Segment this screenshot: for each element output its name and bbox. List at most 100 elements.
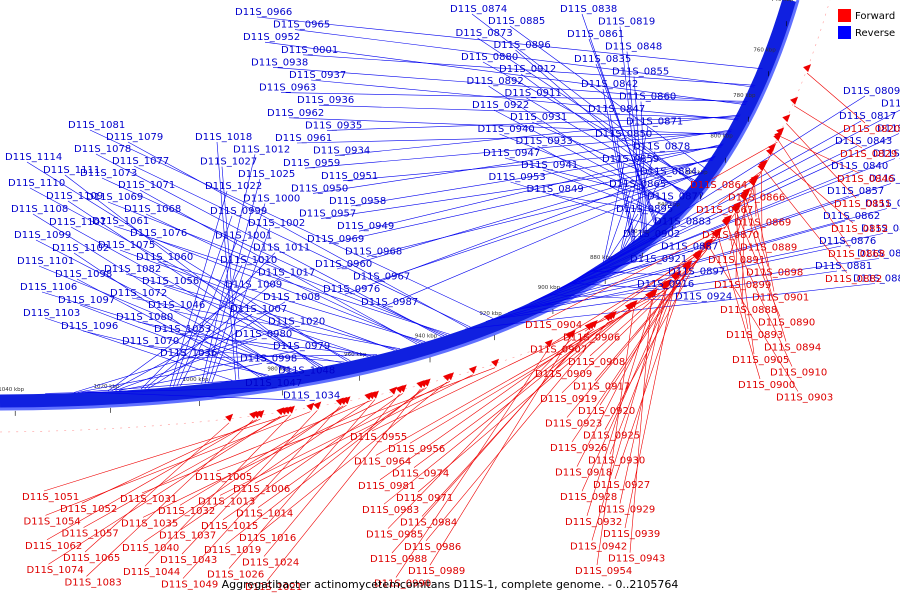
reverse-gene-label[interactable]: D11S_0951 bbox=[321, 171, 378, 182]
reverse-gene-label[interactable]: D11S_1060 bbox=[136, 252, 193, 263]
reverse-gene-label[interactable]: D11S_0967 bbox=[353, 272, 410, 283]
reverse-gene-label[interactable]: D11S_1110 bbox=[8, 178, 65, 189]
reverse-gene-label[interactable]: D11S_0965 bbox=[273, 20, 330, 31]
forward-gene-label[interactable]: D11S_1014 bbox=[236, 509, 293, 520]
reverse-gene-label[interactable]: D11S_1097 bbox=[58, 295, 115, 306]
reverse-gene-label[interactable]: D11S_0835 bbox=[574, 54, 631, 65]
reverse-gene-label[interactable]: D11S_0887 bbox=[661, 242, 718, 253]
reverse-gene-label[interactable]: D11S_0911 bbox=[505, 88, 562, 99]
forward-gene-arrow[interactable] bbox=[711, 230, 720, 239]
forward-gene-arrow[interactable] bbox=[422, 378, 431, 387]
reverse-gene-label[interactable]: D11S_1077 bbox=[112, 156, 169, 167]
reverse-gene-label[interactable]: D11S_1081 bbox=[68, 120, 125, 131]
reverse-gene-label[interactable]: D11S_1048 bbox=[278, 366, 335, 377]
reverse-gene-label[interactable]: D11S_0878 bbox=[633, 142, 690, 153]
forward-gene-arrow[interactable] bbox=[748, 178, 757, 187]
forward-gene-label[interactable]: D11S_1016 bbox=[239, 533, 296, 544]
forward-gene-label[interactable]: D11S_1031 bbox=[120, 494, 177, 505]
forward-gene-label[interactable]: D11S_0846 bbox=[837, 174, 894, 185]
reverse-gene-label[interactable]: D11S_1109 bbox=[46, 191, 103, 202]
reverse-gene-label[interactable]: D11S_0817 bbox=[839, 111, 896, 122]
reverse-gene-label[interactable]: D11S_0809 bbox=[843, 86, 900, 97]
reverse-gene-label[interactable]: D11S_0847 bbox=[588, 104, 645, 115]
forward-gene-label[interactable]: D11S_0898 bbox=[746, 268, 803, 279]
forward-gene-arrow[interactable] bbox=[681, 262, 690, 271]
forward-gene-label[interactable]: D11S_0929 bbox=[598, 505, 655, 516]
reverse-gene-label[interactable]: D11S_0916 bbox=[637, 279, 694, 290]
forward-gene-label[interactable]: D11S_0926 bbox=[550, 443, 607, 454]
reverse-gene-label[interactable]: D11S_0902 bbox=[623, 229, 680, 240]
reverse-gene-label[interactable]: D11S_1025 bbox=[238, 169, 295, 180]
reverse-gene-label[interactable]: D11S_0922 bbox=[472, 100, 529, 111]
reverse-gene-label[interactable]: D11S_1079 bbox=[106, 132, 163, 143]
reverse-gene-label[interactable]: D11S_1082 bbox=[104, 264, 161, 275]
forward-gene-arrow[interactable] bbox=[364, 391, 373, 400]
forward-gene-label[interactable]: D11S_0904 bbox=[525, 320, 582, 331]
reverse-gene-label[interactable]: D11S_0979 bbox=[273, 341, 330, 352]
forward-gene-arrow[interactable] bbox=[603, 313, 612, 322]
forward-gene-label[interactable]: D11S_1019 bbox=[204, 545, 261, 556]
reverse-gene-label[interactable]: D11S_0998 bbox=[240, 353, 297, 364]
reverse-gene-label[interactable]: D11S_1034 bbox=[283, 390, 340, 401]
reverse-gene-label[interactable]: D11S_1071 bbox=[118, 180, 175, 191]
forward-gene-label[interactable]: D11S_0829 bbox=[840, 149, 897, 160]
forward-gene-label[interactable]: D11S_1032 bbox=[158, 506, 215, 517]
reverse-gene-label[interactable]: D11S_1106 bbox=[20, 282, 77, 293]
forward-gene-label[interactable]: D11S_0870 bbox=[702, 230, 759, 241]
reverse-gene-label[interactable]: D11S_0952 bbox=[243, 32, 300, 43]
reverse-gene-label[interactable]: D11S_1036 bbox=[160, 348, 217, 359]
reverse-gene-label[interactable]: D11S_0959 bbox=[283, 158, 340, 169]
reverse-gene-label[interactable]: D11S_1012 bbox=[233, 144, 290, 155]
reverse-gene-label[interactable]: D11S_1061 bbox=[92, 216, 149, 227]
forward-gene-label[interactable]: D11S_1065 bbox=[63, 553, 120, 564]
forward-gene-label[interactable]: D11S_0955 bbox=[350, 432, 407, 443]
reverse-gene-label[interactable]: D11S_0001 bbox=[281, 45, 338, 56]
forward-gene-arrow[interactable] bbox=[739, 192, 748, 201]
forward-gene-label[interactable]: D11S_0919 bbox=[540, 394, 597, 405]
reverse-gene-label[interactable]: D11S_0861 bbox=[567, 29, 624, 40]
reverse-gene-label[interactable]: D11S_1111 bbox=[43, 165, 100, 176]
reverse-gene-label[interactable]: D11S_0873 bbox=[456, 28, 513, 39]
reverse-gene-label[interactable]: D11S_0933 bbox=[516, 136, 573, 147]
forward-gene-label[interactable]: D11S_0882 bbox=[825, 274, 882, 285]
forward-gene-label[interactable]: D11S_0954 bbox=[575, 566, 632, 577]
forward-gene-label[interactable]: D11S_1035 bbox=[121, 518, 178, 529]
reverse-gene-label[interactable]: D11S_1053 bbox=[154, 324, 211, 335]
reverse-gene-label[interactable]: D11S_0912 bbox=[499, 64, 556, 75]
forward-gene-arrow[interactable] bbox=[565, 331, 574, 340]
reverse-gene-label[interactable]: D11S_0819 bbox=[598, 17, 655, 28]
reverse-gene-label[interactable]: D11S_0857 bbox=[827, 186, 884, 197]
reverse-gene-label[interactable]: D11S_0856 bbox=[869, 174, 900, 185]
reverse-gene-label[interactable]: D11S_0938 bbox=[251, 57, 308, 68]
reverse-gene-label[interactable]: D11S_1096 bbox=[61, 321, 118, 332]
reverse-gene-label[interactable]: D11S_0940 bbox=[478, 124, 535, 135]
reverse-gene-label[interactable]: D11S_1101 bbox=[17, 256, 74, 267]
reverse-gene-label[interactable]: D11S_0962 bbox=[267, 108, 324, 119]
forward-gene-arrow[interactable] bbox=[692, 252, 701, 261]
forward-gene-arrow[interactable] bbox=[584, 322, 593, 331]
forward-gene-label[interactable]: D11S_0867 bbox=[696, 205, 753, 216]
forward-gene-arrow[interactable] bbox=[773, 133, 782, 142]
forward-gene-label[interactable]: D11S_0989 bbox=[408, 566, 465, 577]
reverse-gene-label[interactable]: D11S_0876 bbox=[819, 236, 876, 247]
reverse-gene-label[interactable]: D11S_1022 bbox=[205, 181, 262, 192]
reverse-gene-label[interactable]: D11S_0953 bbox=[489, 172, 546, 183]
reverse-gene-label[interactable]: D11S_1080 bbox=[116, 312, 173, 323]
reverse-gene-label[interactable]: D11S_0999 bbox=[210, 206, 267, 217]
forward-gene-label[interactable]: D11S_1074 bbox=[27, 565, 84, 576]
forward-gene-label[interactable]: D11S_0901 bbox=[752, 293, 809, 304]
reverse-gene-label[interactable]: D11S_1107 bbox=[49, 217, 106, 228]
reverse-gene-label[interactable]: D11S_1103 bbox=[23, 308, 80, 319]
forward-gene-arrow[interactable] bbox=[256, 409, 265, 418]
reverse-gene-label[interactable]: D11S_1068 bbox=[124, 204, 181, 215]
forward-gene-label[interactable]: D11S_0894 bbox=[764, 343, 821, 354]
reverse-gene-label[interactable]: D11S_0813 bbox=[881, 99, 900, 110]
forward-gene-label[interactable]: D11S_0918 bbox=[555, 468, 612, 479]
forward-gene-arrow[interactable] bbox=[659, 282, 668, 291]
forward-gene-label[interactable]: D11S_0974 bbox=[392, 469, 449, 480]
reverse-gene-label[interactable]: D11S_1007 bbox=[230, 304, 287, 315]
forward-gene-label[interactable]: D11S_0910 bbox=[770, 368, 827, 379]
forward-gene-arrow[interactable] bbox=[645, 291, 654, 300]
forward-gene-arrow[interactable] bbox=[468, 365, 477, 374]
reverse-gene-label[interactable]: D11S_1009 bbox=[225, 280, 282, 291]
